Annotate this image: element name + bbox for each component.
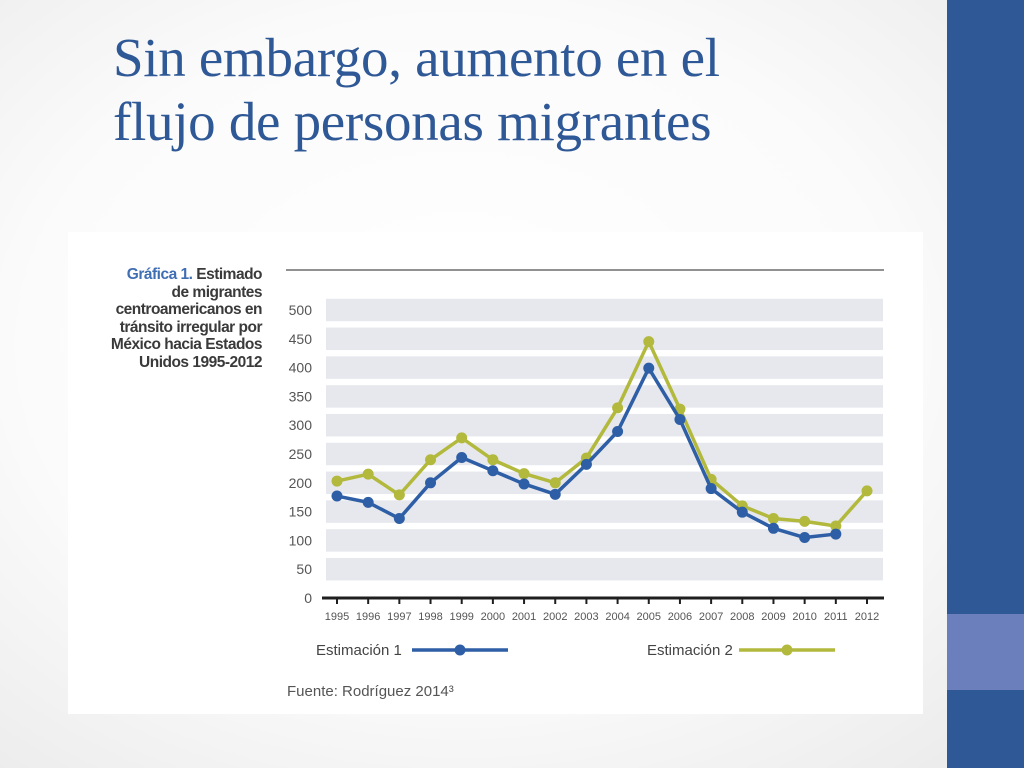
series-point-1 bbox=[580, 458, 592, 470]
legend-label: Estimación 1 bbox=[316, 642, 402, 659]
y-tick-label: 100 bbox=[289, 532, 313, 548]
series-point-2 bbox=[518, 468, 530, 480]
y-tick-label: 250 bbox=[289, 446, 313, 462]
series-point-1 bbox=[549, 488, 561, 500]
x-tick-label: 2003 bbox=[574, 611, 598, 623]
slide-title-line-2: flujo de personas migrantes bbox=[113, 91, 712, 152]
chart-grid-band bbox=[326, 529, 883, 552]
chart-caption: Gráfica 1. Estimado de migrantes centroa… bbox=[98, 266, 263, 371]
chart-caption-label: Gráfica 1. bbox=[126, 266, 193, 283]
chart-caption-line: Unidos 1995-2012 bbox=[139, 353, 262, 371]
x-tick-label: 2006 bbox=[668, 611, 692, 623]
chart-grid-band bbox=[326, 298, 883, 322]
slide-title: Sin embargo, aumento en el flujo de pers… bbox=[113, 26, 913, 154]
legend-marker bbox=[781, 644, 793, 656]
y-tick-label: 400 bbox=[289, 360, 313, 376]
x-tick-label: 2000 bbox=[481, 611, 505, 623]
series-point-2 bbox=[799, 515, 811, 527]
legend-label: Estimación 2 bbox=[647, 642, 733, 659]
chart-caption-line: tránsito irregular por bbox=[119, 318, 263, 336]
series-point-2 bbox=[393, 489, 405, 501]
series-point-2 bbox=[456, 432, 468, 444]
sidebar-accent-block bbox=[947, 614, 1024, 690]
chart-grid-band bbox=[326, 385, 883, 408]
x-tick-label: 1995 bbox=[325, 611, 349, 623]
series-point-2 bbox=[331, 475, 343, 487]
series-point-1 bbox=[705, 483, 717, 495]
series-point-2 bbox=[643, 336, 655, 348]
y-tick-label: 500 bbox=[289, 302, 313, 318]
chart-caption-line: de migrantes bbox=[171, 283, 263, 301]
series-point-1 bbox=[425, 477, 437, 489]
series-point-2 bbox=[549, 477, 561, 489]
y-tick-label: 200 bbox=[289, 475, 313, 491]
x-tick-label: 2007 bbox=[699, 611, 723, 623]
chart-caption-line: México hacia Estados bbox=[110, 336, 263, 353]
y-tick-label: 450 bbox=[289, 331, 313, 347]
series-point-1 bbox=[612, 426, 624, 438]
x-tick-label: 2011 bbox=[824, 611, 848, 623]
chart-grid-band bbox=[326, 413, 883, 437]
y-tick-label: 150 bbox=[289, 504, 313, 520]
x-tick-label: 2001 bbox=[512, 611, 536, 623]
x-tick-label: 2004 bbox=[605, 611, 629, 623]
slide-title-line-1: Sin embargo, aumento en el bbox=[113, 27, 720, 88]
x-tick-label: 2009 bbox=[761, 611, 785, 623]
y-tick-label: 350 bbox=[289, 388, 313, 404]
x-tick-label: 2012 bbox=[855, 611, 879, 623]
series-point-1 bbox=[331, 490, 343, 502]
series-point-1 bbox=[674, 413, 686, 425]
chart-grid-band bbox=[326, 557, 883, 581]
y-tick-label: 0 bbox=[304, 590, 312, 606]
x-tick-label: 2008 bbox=[730, 611, 754, 623]
x-tick-label: 2002 bbox=[543, 611, 567, 623]
chart-grid-band bbox=[326, 327, 883, 351]
x-tick-label: 2005 bbox=[637, 611, 661, 623]
x-tick-label: 1998 bbox=[418, 611, 442, 623]
x-tick-label: 1997 bbox=[387, 611, 411, 623]
x-tick-label: 1999 bbox=[449, 611, 473, 623]
series-point-2 bbox=[487, 454, 499, 466]
y-tick-label: 300 bbox=[289, 417, 313, 433]
chart-source: Fuente: Rodríguez 2014³ bbox=[287, 683, 454, 700]
series-point-2 bbox=[861, 485, 873, 497]
series-point-1 bbox=[643, 362, 655, 374]
series-point-1 bbox=[487, 465, 499, 477]
series-point-2 bbox=[425, 454, 437, 466]
series-point-1 bbox=[736, 506, 748, 518]
chart-caption-line: centroamericanos en bbox=[115, 301, 263, 318]
series-point-1 bbox=[830, 528, 842, 540]
legend-marker bbox=[454, 644, 466, 656]
chart-grid-band bbox=[326, 356, 883, 379]
series-point-1 bbox=[518, 478, 530, 490]
chart-caption-line: Estimado bbox=[196, 266, 262, 283]
y-tick-label: 50 bbox=[296, 561, 312, 577]
series-point-1 bbox=[456, 451, 468, 463]
chart-grid-band bbox=[326, 471, 883, 495]
series-point-1 bbox=[767, 522, 779, 534]
series-point-1 bbox=[362, 496, 374, 508]
x-tick-label: 1996 bbox=[356, 611, 380, 623]
series-point-2 bbox=[612, 402, 624, 414]
series-point-2 bbox=[830, 520, 842, 532]
series-point-2 bbox=[767, 513, 779, 525]
series-point-2 bbox=[362, 468, 374, 480]
x-tick-label: 2010 bbox=[792, 611, 816, 623]
series-point-1 bbox=[799, 532, 811, 544]
series-point-1 bbox=[393, 513, 405, 525]
